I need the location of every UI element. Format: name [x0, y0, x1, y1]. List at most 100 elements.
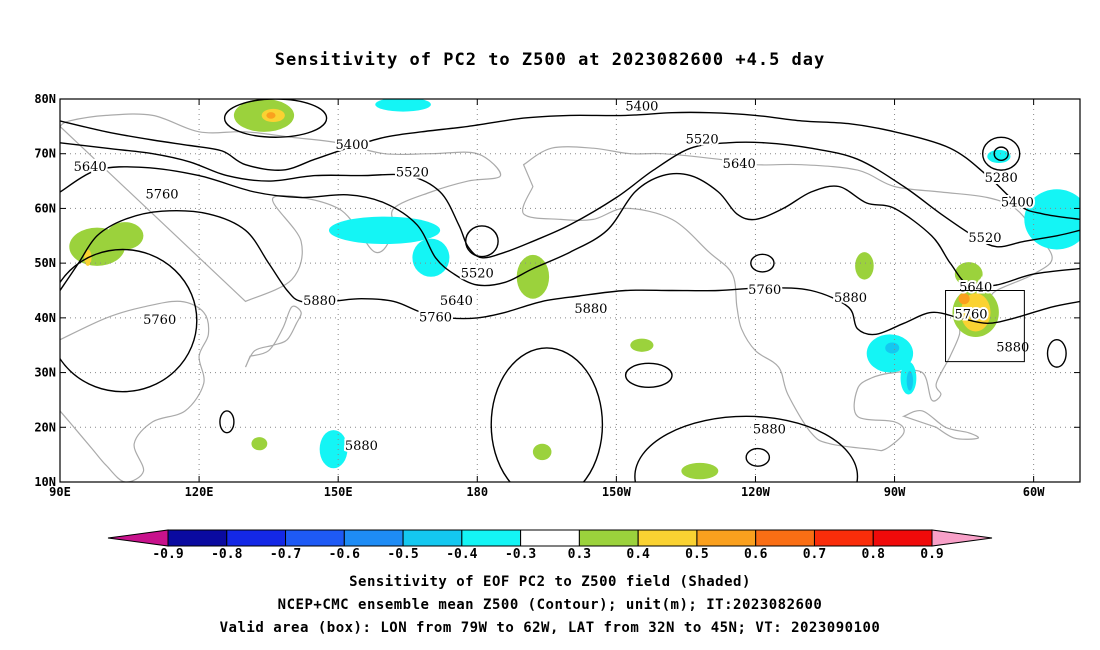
- colorbar-label: 0.6: [744, 547, 768, 562]
- x-tick-label: 90W: [884, 485, 906, 499]
- caption-line-2: NCEP+CMC ensemble mean Z500 (Contour); u…: [277, 597, 823, 613]
- sensitivity-patch: [855, 252, 874, 280]
- colorbar-label: 0.3: [568, 547, 591, 562]
- z500-contour-closed: [465, 225, 499, 258]
- z500-contours-layer: [60, 99, 1080, 482]
- colorbar-label: -0.5: [387, 547, 418, 562]
- colorbar-swatch: [813, 529, 874, 547]
- colorbar: -0.9 -0.8 -0.7 -0.6 -0.5 -0.4 -0.3 0.3 0.4 0.5 0.6…: [107, 529, 993, 562]
- colorbar-swatch: [226, 529, 287, 547]
- y-tick-label: 60N: [34, 201, 56, 215]
- contour-labels-layer: 5400 5520 5640 5760 5760 5880 5880 5520 5640 5760…: [72, 99, 1036, 456]
- x-tick-label: 120W: [741, 485, 771, 499]
- y-tick-label: 50N: [34, 256, 56, 270]
- contour-label: 5640: [959, 280, 992, 295]
- colorbar-swatch: [167, 529, 228, 547]
- x-tick-label: 90E: [49, 485, 71, 499]
- contour-label: 5520: [396, 165, 429, 180]
- colorbar-swatch: [461, 529, 522, 547]
- plot-frame: [59, 98, 1081, 483]
- colorbar-label: 0.8: [861, 547, 885, 562]
- y-tick-label: 40N: [34, 311, 56, 325]
- x-tick-label: 150E: [324, 485, 353, 499]
- colorbar-arrow-right: [931, 529, 993, 547]
- contour-label: 5760: [419, 310, 452, 325]
- colorbar-swatch: [755, 529, 815, 547]
- colorbar-swatch: [285, 529, 345, 547]
- sensitivity-patch: [960, 293, 991, 332]
- colorbar-label: 0.5: [685, 547, 708, 562]
- colorbar-swatch: [578, 529, 639, 547]
- colorbar-arrow-left: [107, 529, 169, 547]
- contour-label: 5880: [834, 291, 867, 306]
- colorbar-swatch: [872, 529, 933, 547]
- coastline: [901, 409, 980, 440]
- x-tick-label: 60W: [1023, 485, 1045, 499]
- sensitivity-patch: [958, 293, 970, 305]
- coastline: [60, 300, 210, 482]
- sensitivity-patch: [885, 342, 900, 354]
- y-tick-label: 70N: [34, 147, 56, 161]
- contour-label: 5640: [74, 160, 107, 175]
- sensitivity-patch: [328, 216, 441, 245]
- colorbar-label: 0.7: [803, 547, 826, 562]
- sensitivity-patch: [532, 443, 552, 461]
- contour-label: 5520: [461, 267, 494, 282]
- coastline: [522, 146, 1053, 452]
- z500-contour-closed: [981, 136, 1021, 171]
- z500-contour-closed: [60, 248, 198, 393]
- contour-label: 5880: [345, 439, 378, 454]
- gridlines-layer: [60, 99, 1080, 482]
- colorbar-swatch: [520, 529, 580, 547]
- sensitivity-patch: [375, 99, 431, 112]
- z500-contour-closed: [750, 253, 775, 273]
- coastline: [244, 305, 302, 368]
- x-tick-label: 150W: [602, 485, 632, 499]
- sensitivity-patch: [516, 254, 550, 299]
- contour-label: 5280: [985, 171, 1018, 186]
- z500-contour-closed: [490, 347, 604, 482]
- y-tick-label: 80N: [34, 92, 56, 106]
- z500-contour-closed: [1046, 339, 1067, 368]
- contour-label: 5640: [723, 157, 756, 172]
- z500-contour-closed: [745, 447, 771, 467]
- chart-title: Sensitivity of PC2 to Z500 at 2023082600…: [274, 50, 826, 70]
- sensitivity-shading-layer: [69, 99, 1080, 480]
- colorbar-swatch: [637, 529, 698, 547]
- contour-label: 5400: [625, 100, 658, 115]
- colorbar-label: 0.9: [920, 547, 943, 562]
- sensitivity-patch: [630, 338, 654, 352]
- contour-label: 5880: [753, 423, 786, 438]
- contour-label: 5880: [574, 302, 607, 317]
- sensitivity-patch: [906, 370, 914, 391]
- y-tick-label: 20N: [34, 420, 56, 434]
- sensitivity-patch: [322, 441, 340, 463]
- contour-label: 5520: [686, 133, 719, 148]
- sensitivity-patch: [681, 462, 719, 480]
- contour-label: 5400: [1001, 195, 1034, 210]
- contour-label: 5760: [143, 313, 176, 328]
- z500-contour-closed: [634, 415, 859, 482]
- colorbar-label: -0.7: [270, 547, 301, 562]
- valid-area-box: [945, 290, 1025, 363]
- caption-line-3: Valid area (box): LON from 79W to 62W, L…: [219, 620, 881, 636]
- contour-label: 5760: [954, 308, 987, 323]
- z500-contour-closed: [219, 410, 235, 434]
- coastlines-layer: [60, 113, 1053, 482]
- contour-label: 5400: [336, 138, 369, 153]
- sensitivity-patch: [266, 112, 276, 119]
- colorbar-swatch: [696, 529, 757, 547]
- x-tick-label: 180: [466, 485, 488, 499]
- contour-label: 5760: [748, 283, 781, 298]
- x-tick-label: 120E: [185, 485, 214, 499]
- y-tick-label: 10N: [34, 475, 56, 489]
- caption-line-1: Sensitivity of EOF PC2 to Z500 field (Sh…: [349, 574, 751, 590]
- z500-contour: [60, 141, 1080, 259]
- contour-label: 5520: [968, 231, 1001, 246]
- colorbar-label: 0.4: [626, 547, 650, 562]
- y-tick-label: 30N: [34, 366, 56, 380]
- contour-label: 5880: [996, 340, 1029, 355]
- z500-contour: [60, 210, 1080, 336]
- colorbar-label: -0.6: [329, 547, 360, 562]
